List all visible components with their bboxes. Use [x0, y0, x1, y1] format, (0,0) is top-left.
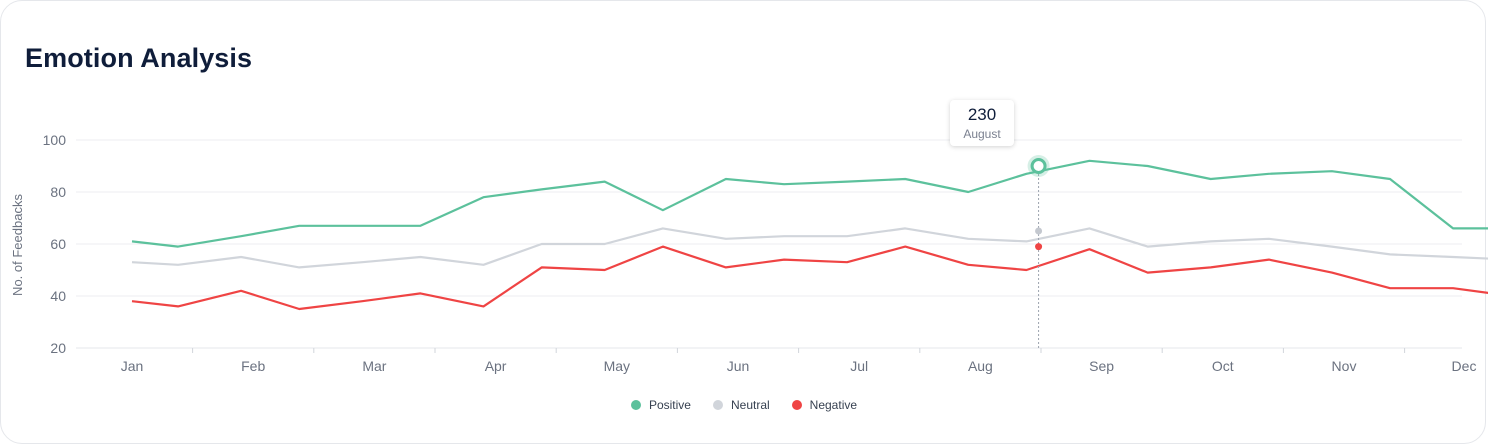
- grid-lines: [76, 139, 1462, 349]
- x-tick-label: Sep: [1089, 358, 1114, 374]
- series-lines: [131, 159, 1488, 311]
- y-tick-label: 100: [43, 132, 67, 148]
- series-line-negative: [131, 245, 1488, 311]
- y-axis-ticks: 20 40 60 80 100: [43, 132, 67, 356]
- legend-item-negative[interactable]: Negative: [791, 398, 858, 412]
- x-tick-label: May: [604, 358, 630, 374]
- tooltip-month: August: [963, 127, 1001, 141]
- negative-dot-icon: [791, 400, 802, 410]
- x-tick-label: Dec: [1452, 358, 1477, 374]
- x-tick-label: Apr: [485, 358, 507, 374]
- x-tick-label: Mar: [362, 358, 386, 374]
- y-tick-label: 20: [50, 340, 66, 356]
- legend-label-positive: Positive: [648, 398, 691, 412]
- y-tick-label: 40: [50, 288, 66, 304]
- x-tick-label: Aug: [968, 358, 993, 374]
- positive-marker: [1030, 158, 1047, 174]
- x-tick-label: Jul: [850, 358, 868, 374]
- legend-item-neutral[interactable]: Neutral: [712, 398, 770, 412]
- x-tick-label: Jun: [727, 358, 750, 374]
- y-tick-label: 80: [50, 184, 66, 200]
- x-axis: Jan Feb Mar Apr May Jun Jul Aug Sep Oct Nov Dec: [121, 348, 1477, 374]
- y-tick-label: 60: [50, 236, 66, 252]
- x-tick-label: Feb: [241, 358, 265, 374]
- legend: Positive Neutral Negative: [0, 398, 1488, 412]
- tooltip-value: 230: [967, 105, 997, 124]
- neutral-marker: [1035, 227, 1043, 235]
- hover-marker: [1027, 155, 1050, 348]
- x-tick-label: Jan: [121, 358, 144, 374]
- series-line-positive: [131, 159, 1488, 248]
- series-line-neutral: [131, 227, 1488, 269]
- x-tick-label: Oct: [1212, 358, 1234, 374]
- legend-label-negative: Negative: [809, 398, 858, 412]
- neutral-dot-icon: [712, 400, 723, 410]
- y-axis-title: No. of Feedbacks: [10, 194, 25, 296]
- tooltip: 230 August: [950, 100, 1014, 146]
- x-tick-label: Nov: [1332, 358, 1357, 374]
- chart-title: Emotion Analysis: [25, 43, 253, 73]
- legend-label-neutral: Neutral: [730, 398, 770, 412]
- legend-item-positive[interactable]: Positive: [630, 398, 691, 412]
- positive-dot-icon: [630, 400, 641, 410]
- negative-marker: [1035, 243, 1043, 251]
